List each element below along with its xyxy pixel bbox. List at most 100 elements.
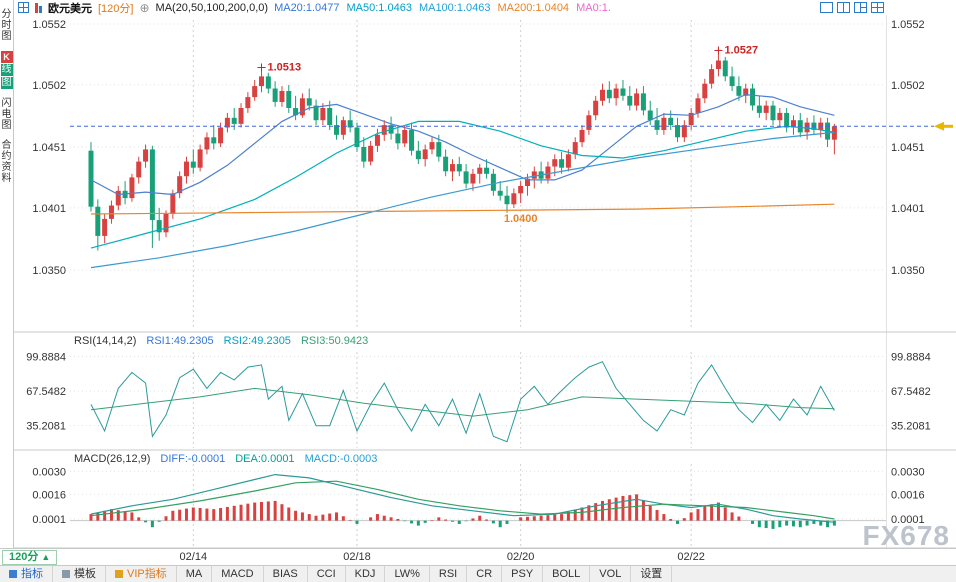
toolbar-item-vip-indicators[interactable]: VIP指标: [106, 566, 177, 582]
svg-text:99.8884: 99.8884: [26, 352, 66, 364]
price-annotation: 1.0527: [724, 44, 758, 56]
toolbar-item-cr[interactable]: CR: [467, 566, 503, 582]
toolbar-item-templates[interactable]: 模板: [53, 566, 106, 582]
watermark: FX678: [862, 520, 950, 551]
ma-line-ma100: [90, 131, 835, 269]
grid-layout-icon[interactable]: [18, 2, 29, 13]
gridlines-layer: [14, 20, 956, 549]
ma-line-ma20: [90, 93, 835, 196]
price-arrow-icon[interactable]: [934, 121, 944, 131]
rsi-value-0: RSI1:49.2305: [146, 335, 214, 347]
svg-text:0.0030: 0.0030: [891, 466, 925, 478]
annotations-layer: 1.0513 1.0527 1.0400: [70, 44, 953, 225]
layout-tri-icon[interactable]: [854, 2, 867, 13]
rsi-value-2: RSI3:50.9423: [300, 335, 369, 347]
svg-text:1.0350: 1.0350: [32, 265, 66, 277]
price-annotation: 1.0513: [268, 61, 302, 73]
macd-header: ⚙ MACD(26,12,9) DIFF:-0.0001DEA:0.0001MA…: [0, 452, 880, 466]
rsi-layer: [90, 361, 835, 443]
layout-single-icon[interactable]: [820, 2, 833, 13]
toolbar-item-bias[interactable]: BIAS: [264, 566, 308, 582]
ma-value-2: MA100:1.0463: [418, 1, 491, 14]
toolbar-item-label: CCI: [316, 568, 336, 580]
svg-text:35.2081: 35.2081: [891, 420, 931, 432]
svg-text:0.0030: 0.0030: [32, 466, 66, 478]
ma-line-ma50: [90, 120, 835, 249]
toolbar-item-label: MACD: [221, 568, 254, 580]
svg-text:35.2081: 35.2081: [26, 420, 66, 432]
rsi-line-rsi3: [90, 387, 835, 417]
svg-text:1.0451: 1.0451: [32, 142, 66, 154]
toolbar-item-vol[interactable]: VOL: [590, 566, 632, 582]
rsi-header: ⚙ RSI(14,14,2) RSI1:49.2305RSI2:49.2305R…: [0, 334, 880, 348]
svg-text:1.0552: 1.0552: [891, 19, 925, 31]
toolbar-item-label: KDJ: [354, 568, 376, 580]
ma-value-0: MA20:1.0477: [274, 1, 340, 14]
date-label: 02/22: [677, 551, 705, 563]
toolbar-item-psy[interactable]: PSY: [502, 566, 544, 582]
candlesticks-layer: [88, 54, 837, 251]
toolbar-item-label: VIP指标: [127, 568, 167, 580]
toolbar-item-label: 设置: [640, 568, 663, 580]
period-badge[interactable]: 120分 ▲: [2, 550, 58, 565]
toolbar-item-kdj[interactable]: KDJ: [346, 566, 386, 582]
kline-icon: [35, 2, 42, 13]
svg-text:0.0016: 0.0016: [32, 489, 66, 501]
period-label: [120分]: [98, 2, 134, 15]
up-triangle-icon: ▲: [41, 552, 51, 562]
layout-vsplit-icon[interactable]: [837, 2, 850, 13]
svg-text:1.0552: 1.0552: [32, 19, 66, 31]
toolbar-item-indicators[interactable]: 指标: [0, 566, 53, 582]
toolbar-item-label: RSI: [438, 568, 458, 580]
toolbar-item-rsi[interactable]: RSI: [430, 566, 468, 582]
axis-labels-layer: 1.0552 1.0552 1.0502 1.0502 1.0451 1.0451 1.04…: [26, 19, 931, 526]
ma-group-label: MA(20,50,100,200,0,0): [155, 1, 269, 14]
svg-text:0.0001: 0.0001: [32, 514, 66, 526]
sidebar-tab-timeshare[interactable]: 分时图: [1, 9, 12, 42]
toolbar-item-settings[interactable]: 设置: [631, 566, 673, 582]
svg-text:1.0350: 1.0350: [891, 265, 925, 277]
toolbar-item-icon: [115, 570, 123, 578]
layout-quad-icon[interactable]: [871, 2, 884, 13]
svg-text:0.0001: 0.0001: [891, 514, 925, 526]
toolbar-item-label: PSY: [511, 568, 534, 580]
rsi-label: RSI(14,14,2): [74, 335, 137, 347]
macd-dea-line: [90, 480, 835, 520]
toolbar-item-label: VOL: [599, 568, 622, 580]
toolbar-item-macd[interactable]: MACD: [212, 566, 264, 582]
toolbar-item-label: BIAS: [272, 568, 298, 580]
toolbar-item-label: MA: [185, 568, 203, 580]
toolbar-item-icon: [9, 570, 17, 578]
date-label: 02/20: [506, 551, 535, 563]
rsi-value-1: RSI2:49.2305: [223, 335, 291, 347]
toolbar-item-cci[interactable]: CCI: [308, 566, 346, 582]
svg-text:1.0401: 1.0401: [32, 203, 66, 215]
toolbar-item-ma[interactable]: MA: [177, 566, 213, 582]
chart-header: 欧元美元 [120分] ⊕ MA(20,50,100,200,0,0) MA20…: [15, 0, 956, 15]
rsi-line-rsi1: [90, 361, 835, 443]
toolbar-item-boll[interactable]: BOLL: [543, 566, 591, 582]
plus-circle-icon[interactable]: ⊕: [139, 0, 150, 15]
macd-value-1: DEA:0.0001: [235, 453, 295, 465]
macd-values: DIFF:-0.0001 DEA:0.0001 MACD:-0.0003: [160, 453, 377, 465]
svg-text:1.0502: 1.0502: [891, 80, 925, 92]
ma-value-4: MA0:1.: [576, 1, 611, 14]
macd-value-2: MACD:-0.0003: [304, 453, 378, 465]
macd-layer: [70, 473, 886, 529]
period-badge-label: 120分: [9, 551, 39, 563]
ma-lines-layer: [90, 93, 835, 269]
date-label: 02/14: [179, 551, 208, 563]
sidebar-tab-lightning[interactable]: 闪电图: [1, 98, 12, 131]
toolbar-item-lw[interactable]: LW%: [385, 566, 430, 582]
macd-value-0: DIFF:-0.0001: [160, 453, 226, 465]
time-axis: 120分 ▲ 02/14 02/18 02/20 02/22: [0, 548, 956, 565]
sidebar-tab-contract-info[interactable]: 合约资料: [1, 140, 12, 184]
svg-text:99.8884: 99.8884: [891, 352, 931, 364]
ma-values: MA20:1.0477 MA50:1.0463 MA100:1.0463 MA200:…: [274, 2, 611, 14]
indicator-toolbar: 指标 模板 VIP指标 MA MACD BIAS CCI KDJ LW% RSI CR PSY BOLL…: [0, 565, 956, 582]
toolbar-item-label: 模板: [74, 568, 96, 580]
